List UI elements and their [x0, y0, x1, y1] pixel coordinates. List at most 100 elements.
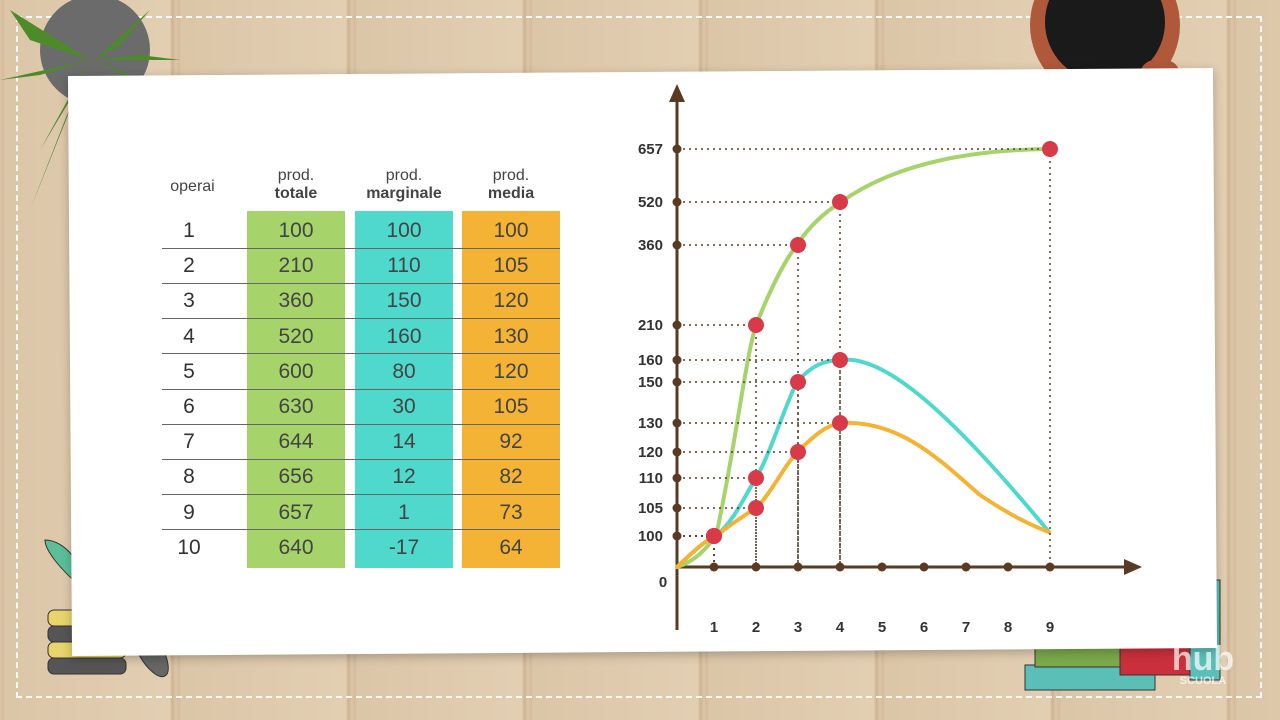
total-product-point [790, 237, 806, 253]
row-marginal-cell: 100 [386, 219, 422, 242]
row-marginal-cell: 12 [392, 465, 416, 489]
x-tick-label: 7 [962, 619, 970, 636]
x-tick-label: 3 [794, 619, 802, 636]
header-average: prod. media [487, 167, 535, 202]
header-marginal: prod. marginale [366, 167, 442, 202]
y-tick-label: 110 [639, 470, 663, 487]
marginal-product-point [748, 470, 764, 486]
y-tick-label: 100 [638, 528, 663, 545]
row-divider [162, 423, 560, 425]
row-workers-cell: 4 [183, 324, 195, 348]
row-average-cell: 120 [493, 359, 529, 383]
row-divider [162, 388, 560, 390]
row-total-cell: 630 [278, 395, 314, 418]
row-workers-cell: 5 [183, 359, 195, 383]
x-axis-arrow [1124, 559, 1142, 575]
row-total-cell: 656 [278, 465, 314, 489]
total-product-point [832, 194, 848, 210]
average-product-point [706, 528, 722, 544]
row-average-cell: 92 [499, 430, 523, 454]
x-tick-mark [1045, 562, 1055, 572]
row-total-cell: 360 [278, 289, 314, 313]
row-marginal-cell: 80 [392, 359, 416, 383]
row-workers-cell: 9 [183, 500, 195, 524]
row-marginal-cell: 160 [386, 324, 422, 348]
watermark-sub: SCUOLA [1180, 675, 1227, 687]
row-marginal-cell: 1 [398, 500, 410, 524]
row-average-cell: 105 [493, 395, 529, 418]
row-average-cell: 130 [493, 324, 529, 348]
column-marginal [355, 211, 453, 568]
average-product-point [748, 500, 764, 516]
row-marginal-cell: -17 [388, 535, 420, 559]
row-marginal-cell: 110 [387, 254, 421, 278]
row-average-cell: 100 [493, 219, 529, 242]
dashed-frame [16, 16, 1262, 698]
x-tick-label: 6 [920, 619, 928, 636]
row-total-cell: 100 [278, 219, 314, 242]
x-tick-mark [1003, 562, 1013, 572]
total-product-point [1042, 141, 1058, 157]
y-tick-label: 360 [638, 237, 663, 254]
row-workers-cell: 10 [177, 535, 201, 559]
row-divider [162, 529, 560, 531]
x-tick-label: 4 [836, 619, 845, 636]
marginal-product-point [790, 374, 806, 390]
row-total-cell: 520 [278, 324, 314, 348]
row-marginal-cell: 14 [392, 430, 416, 454]
y-tick-label: 210 [638, 317, 663, 334]
row-divider [162, 318, 560, 320]
row-average-cell: 120 [493, 289, 529, 313]
header-workers: operai [170, 178, 215, 195]
row-workers-cell: 2 [183, 254, 195, 278]
row-total-cell: 644 [278, 430, 314, 454]
row-average-cell: 82 [499, 465, 523, 489]
y-tick-label: 520 [638, 194, 663, 211]
row-total-cell: 657 [278, 500, 314, 524]
x-tick-label: 5 [878, 619, 886, 636]
column-average [462, 211, 560, 568]
header-total: prod. totale [274, 167, 318, 202]
x-tick-mark [961, 562, 971, 572]
row-average-cell: 73 [499, 500, 523, 524]
x-tick-label: 8 [1004, 619, 1012, 636]
row-divider [162, 282, 560, 284]
x-tick-mark [919, 562, 929, 572]
row-marginal-cell: 30 [392, 395, 416, 418]
total-product-point [748, 317, 764, 333]
y-tick-label: 160 [638, 352, 663, 369]
y-tick-label: 105 [638, 500, 663, 517]
row-divider [162, 353, 560, 355]
x-tick-label: 1 [710, 619, 718, 636]
row-divider [162, 247, 560, 249]
row-divider [162, 458, 560, 460]
watermark-logo: hub [1172, 640, 1234, 678]
row-workers-cell: 8 [183, 465, 195, 489]
x-tick-label: 9 [1046, 619, 1054, 636]
y-tick-label: 150 [638, 374, 663, 391]
row-total-cell: 640 [278, 535, 314, 559]
row-divider [162, 494, 560, 496]
row-workers-cell: 3 [183, 289, 195, 313]
y-tick-label: 657 [638, 141, 663, 158]
x-tick-mark [877, 562, 887, 572]
y-axis-arrow [669, 84, 685, 102]
average-product-point [790, 444, 806, 460]
x-tick-label: 2 [752, 619, 760, 636]
row-workers-cell: 6 [183, 395, 195, 418]
x-tick-mark [835, 562, 845, 572]
row-workers-cell: 1 [183, 219, 195, 242]
origin-label: 0 [659, 574, 667, 591]
marginal-product-curve [675, 357, 1051, 569]
row-total-cell: 600 [278, 359, 314, 383]
y-tick-label: 120 [638, 444, 663, 461]
row-workers-cell: 7 [183, 430, 195, 454]
average-product-point [832, 415, 848, 431]
row-average-cell: 64 [499, 535, 523, 559]
column-total [247, 211, 345, 568]
y-tick-label: 130 [638, 415, 663, 432]
marginal-product-point [832, 352, 848, 368]
row-marginal-cell: 150 [386, 289, 422, 313]
row-average-cell: 105 [493, 254, 529, 278]
